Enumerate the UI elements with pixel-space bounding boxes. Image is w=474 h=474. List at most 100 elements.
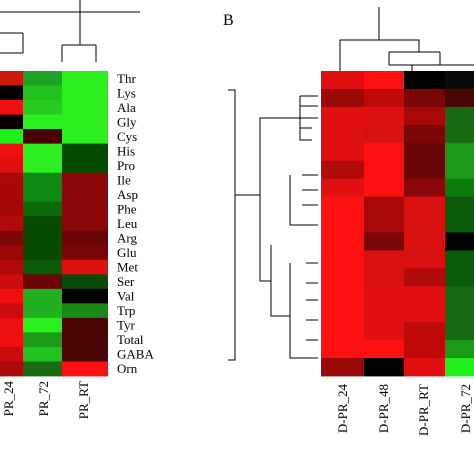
heatmap-cell [23,317,62,333]
heatmap-cell [23,172,62,188]
heatmap-cell [404,340,445,359]
row-label: Ile [117,172,131,187]
heatmap-cell [0,346,23,362]
column-labels-b: D-PR_24 D-PR_48 D-PR_RT D-PR_72 [335,384,473,436]
heatmap-cell [364,142,404,162]
heatmap-cell [62,230,108,246]
heatmap-cell [404,286,445,305]
heatmap-cell [62,201,108,217]
heatmap-cell [445,250,474,269]
heatmap-cell [364,124,404,144]
heatmap-cell [445,142,474,162]
heatmap-cell [445,71,474,90]
heatmap-cell [445,178,474,197]
heatmap-cell [23,158,62,174]
row-label: Phe [117,201,137,216]
row-label: Thr [117,71,136,86]
row-label: Trp [117,303,135,318]
heatmap-cell [23,332,62,348]
column-label: PR_72 [36,381,51,416]
heatmap-cell [364,304,404,323]
heatmap-cell [321,142,364,162]
row-dendrogram-b [228,89,318,361]
column-label: PR_24 [1,381,16,417]
heatmap-cell [62,85,108,101]
heatmap-cell [0,317,23,333]
heatmap-cell [23,288,62,304]
heatmap-cell [0,201,23,217]
heatmap-cell [364,322,404,341]
column-dendrogram-b [339,7,474,71]
heatmap-cell [62,274,108,290]
heatmap-cell [23,143,62,159]
heatmap-cell [321,250,364,269]
row-label: His [117,143,135,158]
heatmap-cell [445,106,474,126]
heatmap-cell [62,332,108,348]
heatmap-cell [0,216,23,232]
column-label: D-PR_RT [416,384,431,436]
heatmap-cell [62,288,108,304]
heatmap-cell [62,129,108,145]
heatmap-cell [321,214,364,233]
heatmap-cell [0,259,23,275]
heatmap-cell [0,85,23,101]
heatmap-cell [404,178,445,197]
heatmap-cell [23,274,62,290]
heatmap-cell [0,114,23,130]
row-label: Ser [117,274,135,289]
heatmap-cell [321,304,364,323]
heatmap-cell [23,201,62,217]
heatmap-cell [404,160,445,180]
heatmap-cell [321,340,364,359]
heatmap-cell [62,259,108,275]
heatmap-cell [23,259,62,275]
heatmap-cell [62,245,108,261]
heatmap-cell [23,245,62,261]
heatmap-cell [0,332,23,348]
heatmap-cell [445,124,474,144]
heatmap-cell [62,187,108,203]
row-label: Glu [117,245,137,260]
heatmap-cell [404,142,445,162]
heatmap-cell [321,268,364,287]
heatmap-cell [364,196,404,215]
column-label: D-PR_24 [335,384,350,434]
heatmap-cell [0,245,23,261]
row-label: Cys [117,129,137,144]
heatmap-cell [23,114,62,130]
heatmap-cell [62,114,108,130]
heatmap-cell [0,274,23,290]
row-label: Tyr [117,318,136,333]
heatmap-cell [364,358,404,377]
heatmap-cell [0,172,23,188]
heatmap-cell [364,178,404,197]
heatmap-cell [62,100,108,115]
heatmap-cell [445,358,474,377]
heatmap-cell [23,187,62,203]
row-label: Asp [117,187,138,202]
heatmap-cell [404,232,445,251]
heatmap-cell [404,250,445,269]
heatmap-cell [321,232,364,251]
heatmap-cell [404,358,445,377]
heatmap-cell [62,317,108,333]
heatmap-cell [445,268,474,287]
heatmap-cell [23,216,62,232]
heatmap-cell [321,88,364,108]
heatmap-cell [62,346,108,362]
heatmap-cell [364,286,404,305]
heatmap-cell [404,71,445,90]
heatmap-cell [445,160,474,180]
heatmap-cell [23,303,62,319]
row-label: Met [117,260,138,275]
heatmap-cell [364,268,404,287]
heatmap-cells-a [0,71,108,377]
heatmap-cell [0,71,23,86]
heatmap-cell [404,196,445,215]
heatmap-cell [62,172,108,188]
row-label: Arg [117,231,137,246]
heatmap-cell [321,71,364,90]
column-label: D-PR_72 [458,384,473,433]
